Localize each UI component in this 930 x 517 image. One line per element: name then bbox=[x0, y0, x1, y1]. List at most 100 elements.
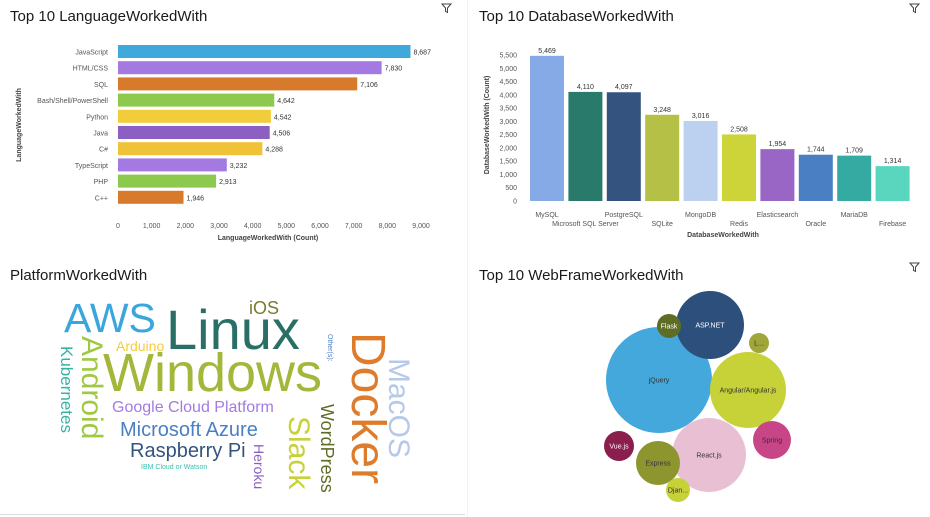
category-label: PostgreSQL bbox=[605, 212, 643, 219]
webframe-bubble-chart: jQuery ASP.NET Angular/Angular.js React.js E… bbox=[604, 291, 791, 502]
bar bbox=[606, 92, 641, 201]
y-axis-title: DatabaseWorkedWith (Count) bbox=[484, 76, 491, 175]
bubble-circle bbox=[749, 333, 769, 353]
x-tick-label: 1,000 bbox=[143, 223, 161, 230]
bubble-circle bbox=[636, 441, 680, 485]
bubble: jQuery bbox=[606, 327, 712, 433]
filter-icon[interactable] bbox=[909, 262, 920, 273]
bubble-label: Djan... bbox=[668, 488, 688, 495]
platform-chart-title: PlatformWorkedWith bbox=[10, 267, 148, 284]
bar bbox=[530, 55, 564, 202]
bar bbox=[118, 61, 382, 75]
database-chart-title: Top 10 DatabaseWorkedWith bbox=[479, 8, 674, 25]
category-label: Elasticsearch bbox=[757, 212, 799, 219]
word-arduino: Arduino bbox=[116, 338, 165, 354]
database-panel: Top 10 DatabaseWorkedWith 0 500 1,000 1,500… bbox=[470, 0, 930, 255]
y-tick-label: 3,000 bbox=[499, 119, 517, 126]
bubble-circle bbox=[666, 478, 690, 502]
x-tick-label: 7,000 bbox=[345, 223, 363, 230]
bar bbox=[118, 142, 263, 156]
bar bbox=[118, 190, 184, 204]
bubble: L... bbox=[749, 333, 769, 353]
bubble: Flask bbox=[657, 314, 681, 338]
word-cloud: AWS Linux iOS Android Arduino Kubernetes… bbox=[0, 258, 465, 514]
data-label: 2,508 bbox=[730, 126, 748, 133]
y-axis-title: LanguageWorkedWith bbox=[16, 88, 23, 162]
category-label: HTML/CSS bbox=[73, 66, 109, 73]
bar bbox=[722, 134, 756, 201]
bar bbox=[568, 91, 603, 201]
data-label: 7,106 bbox=[360, 82, 378, 89]
bubble-label: React.js bbox=[696, 453, 722, 460]
bar bbox=[798, 154, 833, 201]
word-docker: Docker bbox=[341, 332, 394, 485]
category-label: Java bbox=[93, 131, 108, 138]
bar bbox=[683, 120, 718, 201]
y-tick-label: 5,500 bbox=[499, 53, 517, 60]
bar bbox=[118, 174, 217, 188]
bubble: Express bbox=[636, 441, 680, 485]
platform-panel: PlatformWorkedWith AWS Linux iOS Android… bbox=[0, 258, 465, 514]
bar bbox=[118, 126, 270, 139]
data-label: 8,687 bbox=[413, 50, 431, 57]
filter-icon[interactable] bbox=[909, 3, 920, 14]
y-tick-label: 500 bbox=[505, 185, 517, 192]
y-tick-label: 2,500 bbox=[499, 132, 517, 139]
bubble-label: jQuery bbox=[648, 378, 670, 385]
x-axis-title: DatabaseWorkedWith bbox=[687, 232, 759, 239]
data-label: 4,642 bbox=[277, 98, 295, 105]
bar bbox=[118, 93, 275, 107]
bubble-circle bbox=[710, 352, 786, 428]
category-label: Microsoft SQL Server bbox=[552, 221, 619, 228]
category-label: PHP bbox=[94, 179, 109, 186]
bubble-circle bbox=[606, 327, 712, 433]
bar bbox=[875, 166, 910, 201]
data-label: 4,542 bbox=[274, 114, 292, 121]
x-tick-label: 9,000 bbox=[412, 223, 430, 230]
category-label: C++ bbox=[95, 195, 108, 202]
data-label: 1,744 bbox=[807, 147, 825, 154]
data-label: 3,248 bbox=[653, 107, 671, 114]
y-tick-label: 4,500 bbox=[499, 79, 517, 86]
x-tick-label: 3,000 bbox=[210, 223, 228, 230]
x-axis-title: LanguageWorkedWith (Count) bbox=[218, 235, 319, 242]
bubble-label: Express bbox=[645, 461, 671, 468]
category-label: TypeScript bbox=[75, 163, 108, 170]
data-label: 5,469 bbox=[538, 48, 556, 55]
bubble-label: L... bbox=[754, 341, 764, 348]
bubble-label: Spring bbox=[762, 438, 782, 445]
category-label: MongoDB bbox=[685, 212, 716, 219]
y-tick-label: 1,000 bbox=[499, 172, 517, 179]
category-label: Python bbox=[86, 114, 108, 121]
category-label: MariaDB bbox=[841, 212, 869, 219]
language-chart-title: Top 10 LanguageWorkedWith bbox=[10, 8, 208, 25]
bubble-circle bbox=[672, 418, 746, 492]
y-tick-label: 2,000 bbox=[499, 145, 517, 152]
data-label: 1,954 bbox=[769, 141, 787, 148]
data-label: 1,314 bbox=[884, 158, 902, 165]
y-tick-label: 4,000 bbox=[499, 92, 517, 99]
x-tick-label: 0 bbox=[116, 223, 120, 230]
bar bbox=[760, 149, 795, 201]
category-label: C# bbox=[99, 147, 108, 154]
data-label: 1,709 bbox=[845, 148, 863, 155]
bubble-label: Angular/Angular.js bbox=[720, 388, 777, 395]
word-android: Android bbox=[75, 336, 108, 440]
category-label: MySQL bbox=[535, 212, 558, 219]
category-label: Redis bbox=[730, 221, 748, 228]
bar bbox=[118, 45, 411, 58]
word-windows: Windows bbox=[103, 343, 323, 403]
word-kubernetes: Kubernetes bbox=[57, 346, 76, 433]
x-tick-label: 8,000 bbox=[379, 223, 397, 230]
filter-icon[interactable] bbox=[441, 3, 452, 14]
bar bbox=[645, 114, 680, 201]
data-label: 4,288 bbox=[265, 147, 283, 154]
category-label: Bash/Shell/PowerShell bbox=[37, 98, 108, 105]
y-tick-label: 0 bbox=[513, 199, 517, 206]
bar bbox=[118, 109, 271, 123]
language-panel: Top 10 LanguageWorkedWith JavaScript 8,68… bbox=[0, 0, 465, 255]
word-wordpress: WordPress bbox=[317, 404, 337, 493]
word-slack: Slack bbox=[282, 416, 315, 490]
word-ibm-cloud: IBM Cloud or Watson bbox=[141, 464, 208, 471]
bar bbox=[118, 158, 227, 172]
